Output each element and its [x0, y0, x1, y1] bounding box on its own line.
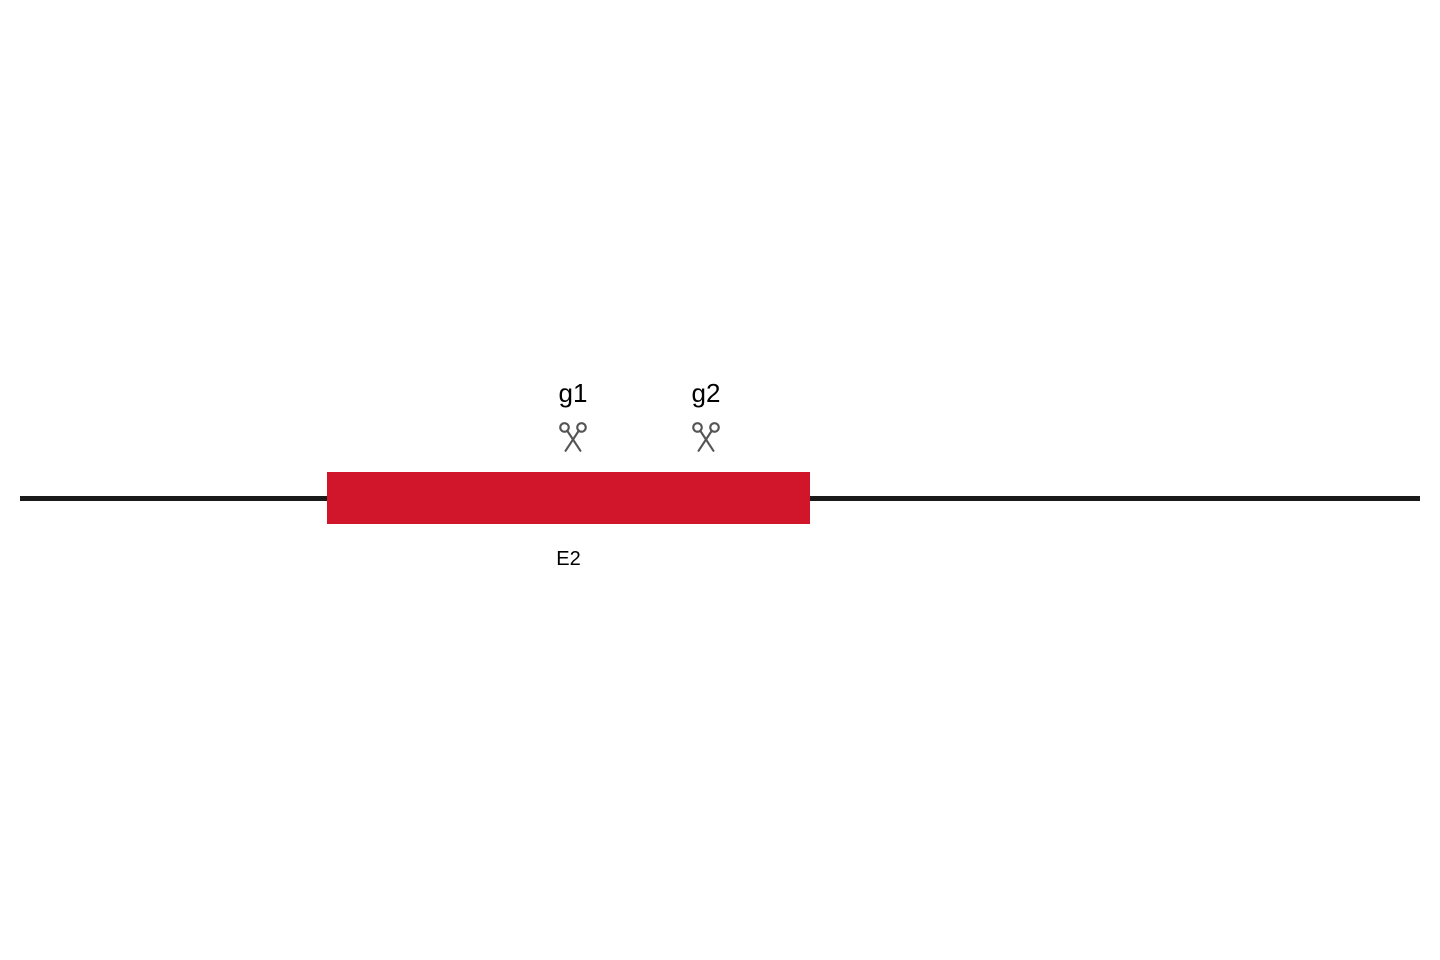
exon-e2 [327, 472, 810, 524]
scissors-g2 [676, 420, 736, 454]
guide-g1: g1 [543, 378, 603, 454]
exon-label: E2 [539, 548, 599, 571]
scissors-icon [556, 420, 590, 454]
gene-diagram: E2 g1 g2 [0, 0, 1440, 960]
guide-label-g2: g2 [676, 378, 736, 409]
guide-label-g1: g1 [543, 378, 603, 409]
scissors-icon [689, 420, 723, 454]
gene-line-right [810, 496, 1420, 501]
scissors-g1 [543, 420, 603, 454]
gene-line-left [20, 496, 327, 501]
guide-g2: g2 [676, 378, 736, 454]
